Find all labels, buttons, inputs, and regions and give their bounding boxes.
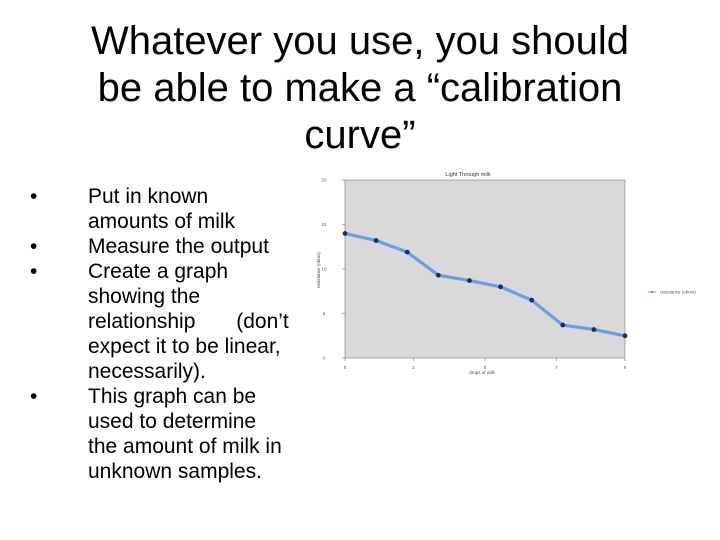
data-point: [591, 327, 597, 332]
x-tick-label: 0: [344, 365, 347, 370]
data-point: [622, 333, 628, 339]
bullet-item: Measure the output: [26, 234, 326, 259]
bullet-line: amounts of milk: [88, 210, 236, 233]
slide-title: Whatever you use, you should be able to …: [40, 18, 680, 159]
y-axis-label: resistance (ohms): [316, 252, 321, 288]
data-point: [467, 278, 472, 283]
x-tick-label: 9: [624, 365, 627, 370]
bullet-line: This graph can be: [88, 385, 257, 408]
data-point: [342, 231, 348, 236]
data-point: [373, 238, 379, 243]
bullet-item: Put in known amounts of milk: [26, 184, 326, 234]
series-line: [343, 231, 627, 338]
x-tick-label: 2: [412, 365, 415, 370]
bullet-line: the amount of milk in: [88, 435, 282, 458]
slide-title-line: curve”: [304, 113, 416, 157]
x-axis-label: drops of milk: [469, 370, 495, 375]
x-tick-label: 5: [484, 365, 487, 370]
slide-title-line: be able to make a “calibration: [97, 66, 623, 110]
calibration-chart: Light Through milk resistance (ohms) dro…: [316, 172, 696, 375]
y-tick-label: 20: [321, 178, 327, 183]
bullet-line: Create a graph: [88, 260, 229, 283]
bullet-line: Measure the output: [88, 235, 269, 258]
data-point: [435, 272, 441, 278]
y-tick-label: 0: [323, 356, 326, 361]
slide-title-line: Whatever you use, you should: [90, 19, 630, 63]
data-point: [529, 297, 535, 303]
data-point: [404, 249, 410, 255]
bullet-line: Put in known: [88, 185, 209, 208]
bullet-line: unknown samples.: [88, 460, 262, 483]
bullet-list: Put in known amounts of milk Measure the…: [26, 184, 326, 484]
chart-title: Light Through milk: [445, 172, 490, 178]
legend-label: resistance (ohms): [660, 290, 696, 295]
y-tick-label: 15: [321, 222, 327, 227]
y-tick-label: 5: [323, 311, 326, 316]
chart-plot-group: 0 5 10 15 20 0 2 5 7 9: [321, 178, 628, 370]
bullet-line: showing the: [88, 285, 201, 308]
bullet-item: Create a graph showing the relationship …: [26, 259, 326, 384]
data-point: [560, 322, 566, 328]
bullet-line: necessarily).: [88, 360, 206, 383]
plot-area: [344, 179, 626, 359]
bullet-item: This graph can be used to determine the …: [26, 384, 326, 484]
chart-legend: resistance (ohms): [648, 290, 696, 295]
y-tick-label: 10: [321, 267, 327, 272]
x-tick-label: 7: [555, 365, 558, 370]
bullet-line: expect it to be linear,: [88, 335, 281, 358]
bullet-line: used to determine: [88, 410, 257, 433]
bullet-line: relationship (don’t: [88, 310, 289, 333]
data-point: [498, 284, 503, 290]
